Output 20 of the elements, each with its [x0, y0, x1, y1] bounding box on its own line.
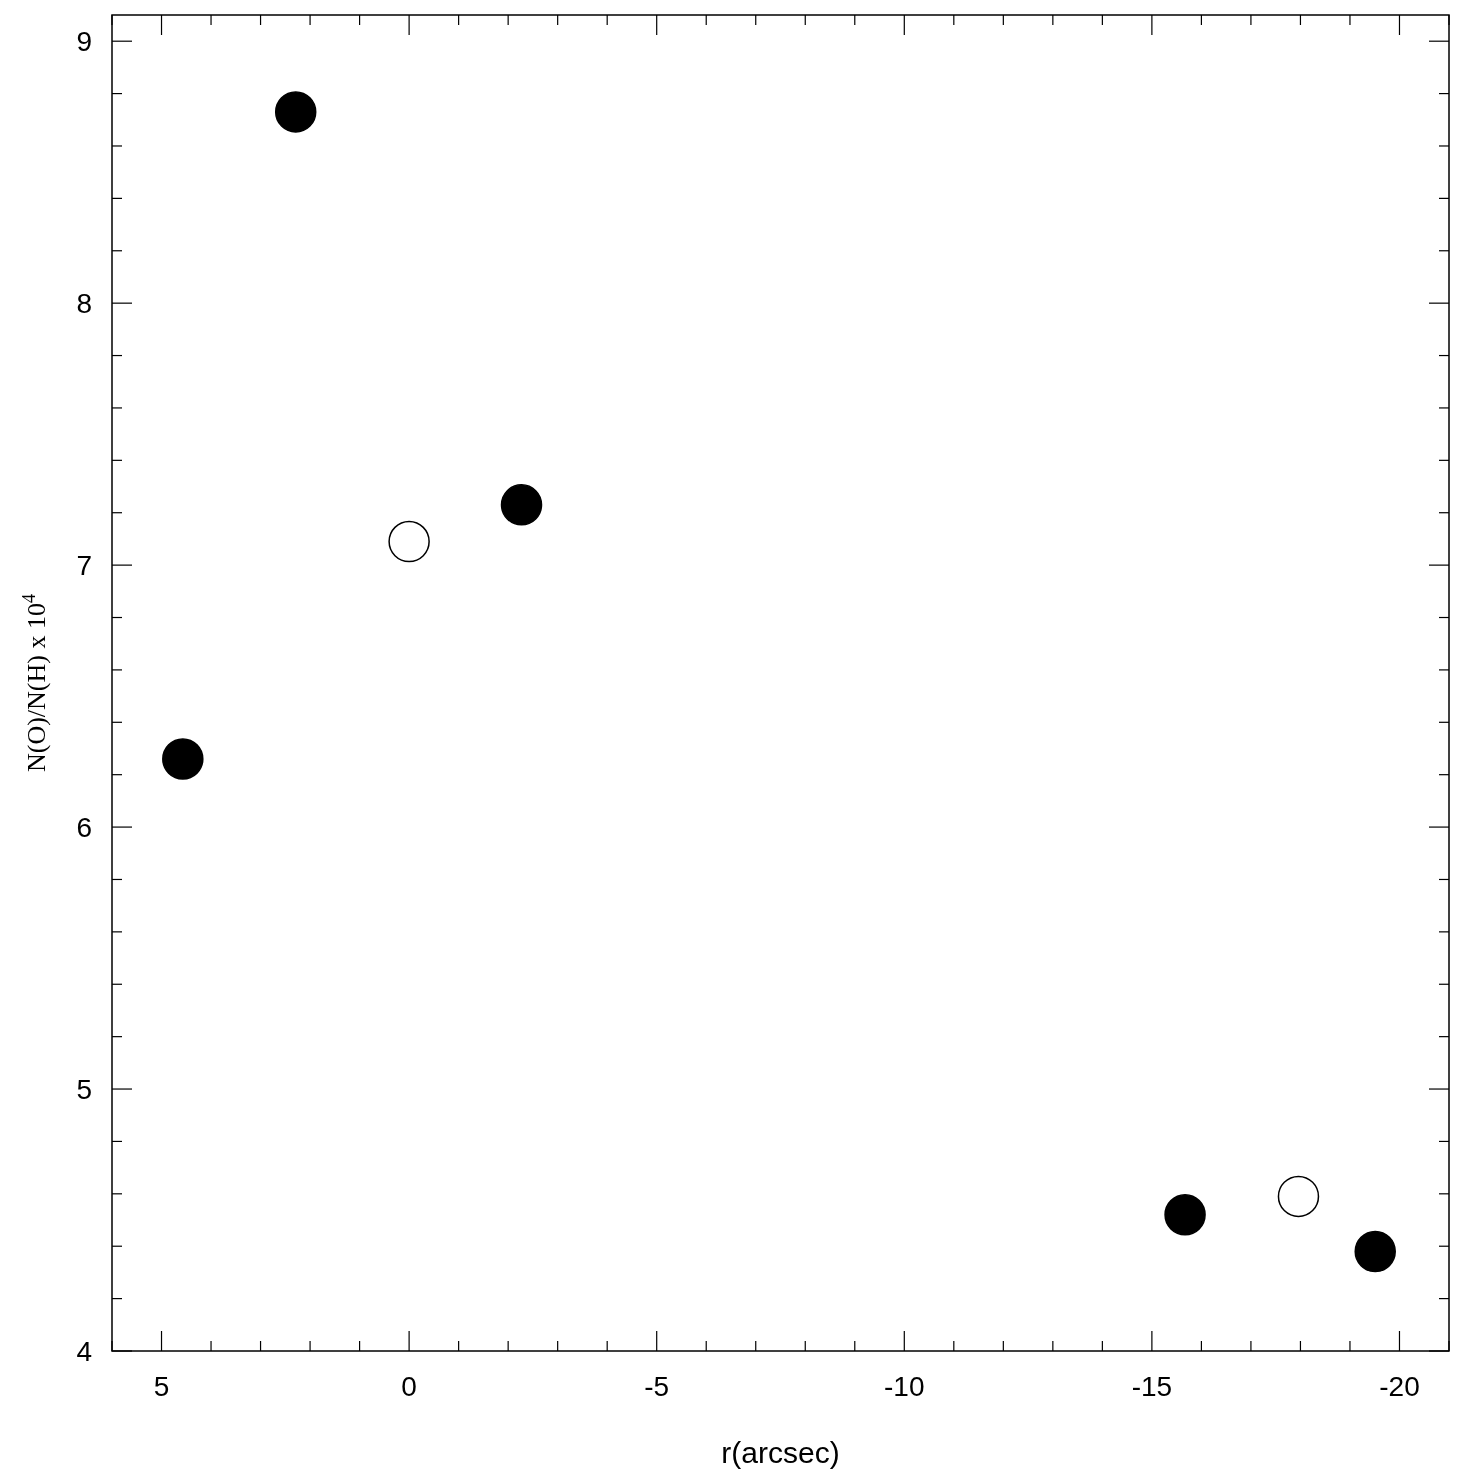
y-tick-label: 4 [76, 1336, 92, 1367]
y-tick-label: 5 [76, 1074, 92, 1106]
point [388, 520, 430, 563]
x-tick-label: -5 [644, 1371, 670, 1402]
point [500, 484, 543, 526]
x-axis-title: r(arcsec) [721, 1436, 840, 1469]
point [274, 91, 317, 133]
point [1277, 1175, 1320, 1218]
y-tick-label: 8 [76, 288, 92, 320]
point [1354, 1230, 1396, 1273]
x-tick-label: 5 [153, 1371, 170, 1402]
y-tick-label: 7 [76, 550, 92, 582]
x-tick-label: 0 [401, 1371, 417, 1402]
x-tick-label: -20 [1379, 1371, 1420, 1402]
x-tick-label: -15 [1131, 1371, 1173, 1402]
y-tick-label: 6 [76, 812, 92, 844]
point [1164, 1194, 1206, 1236]
point [162, 738, 204, 780]
x-tick-label: -10 [884, 1371, 925, 1402]
y-tick-label: 9 [76, 26, 92, 58]
